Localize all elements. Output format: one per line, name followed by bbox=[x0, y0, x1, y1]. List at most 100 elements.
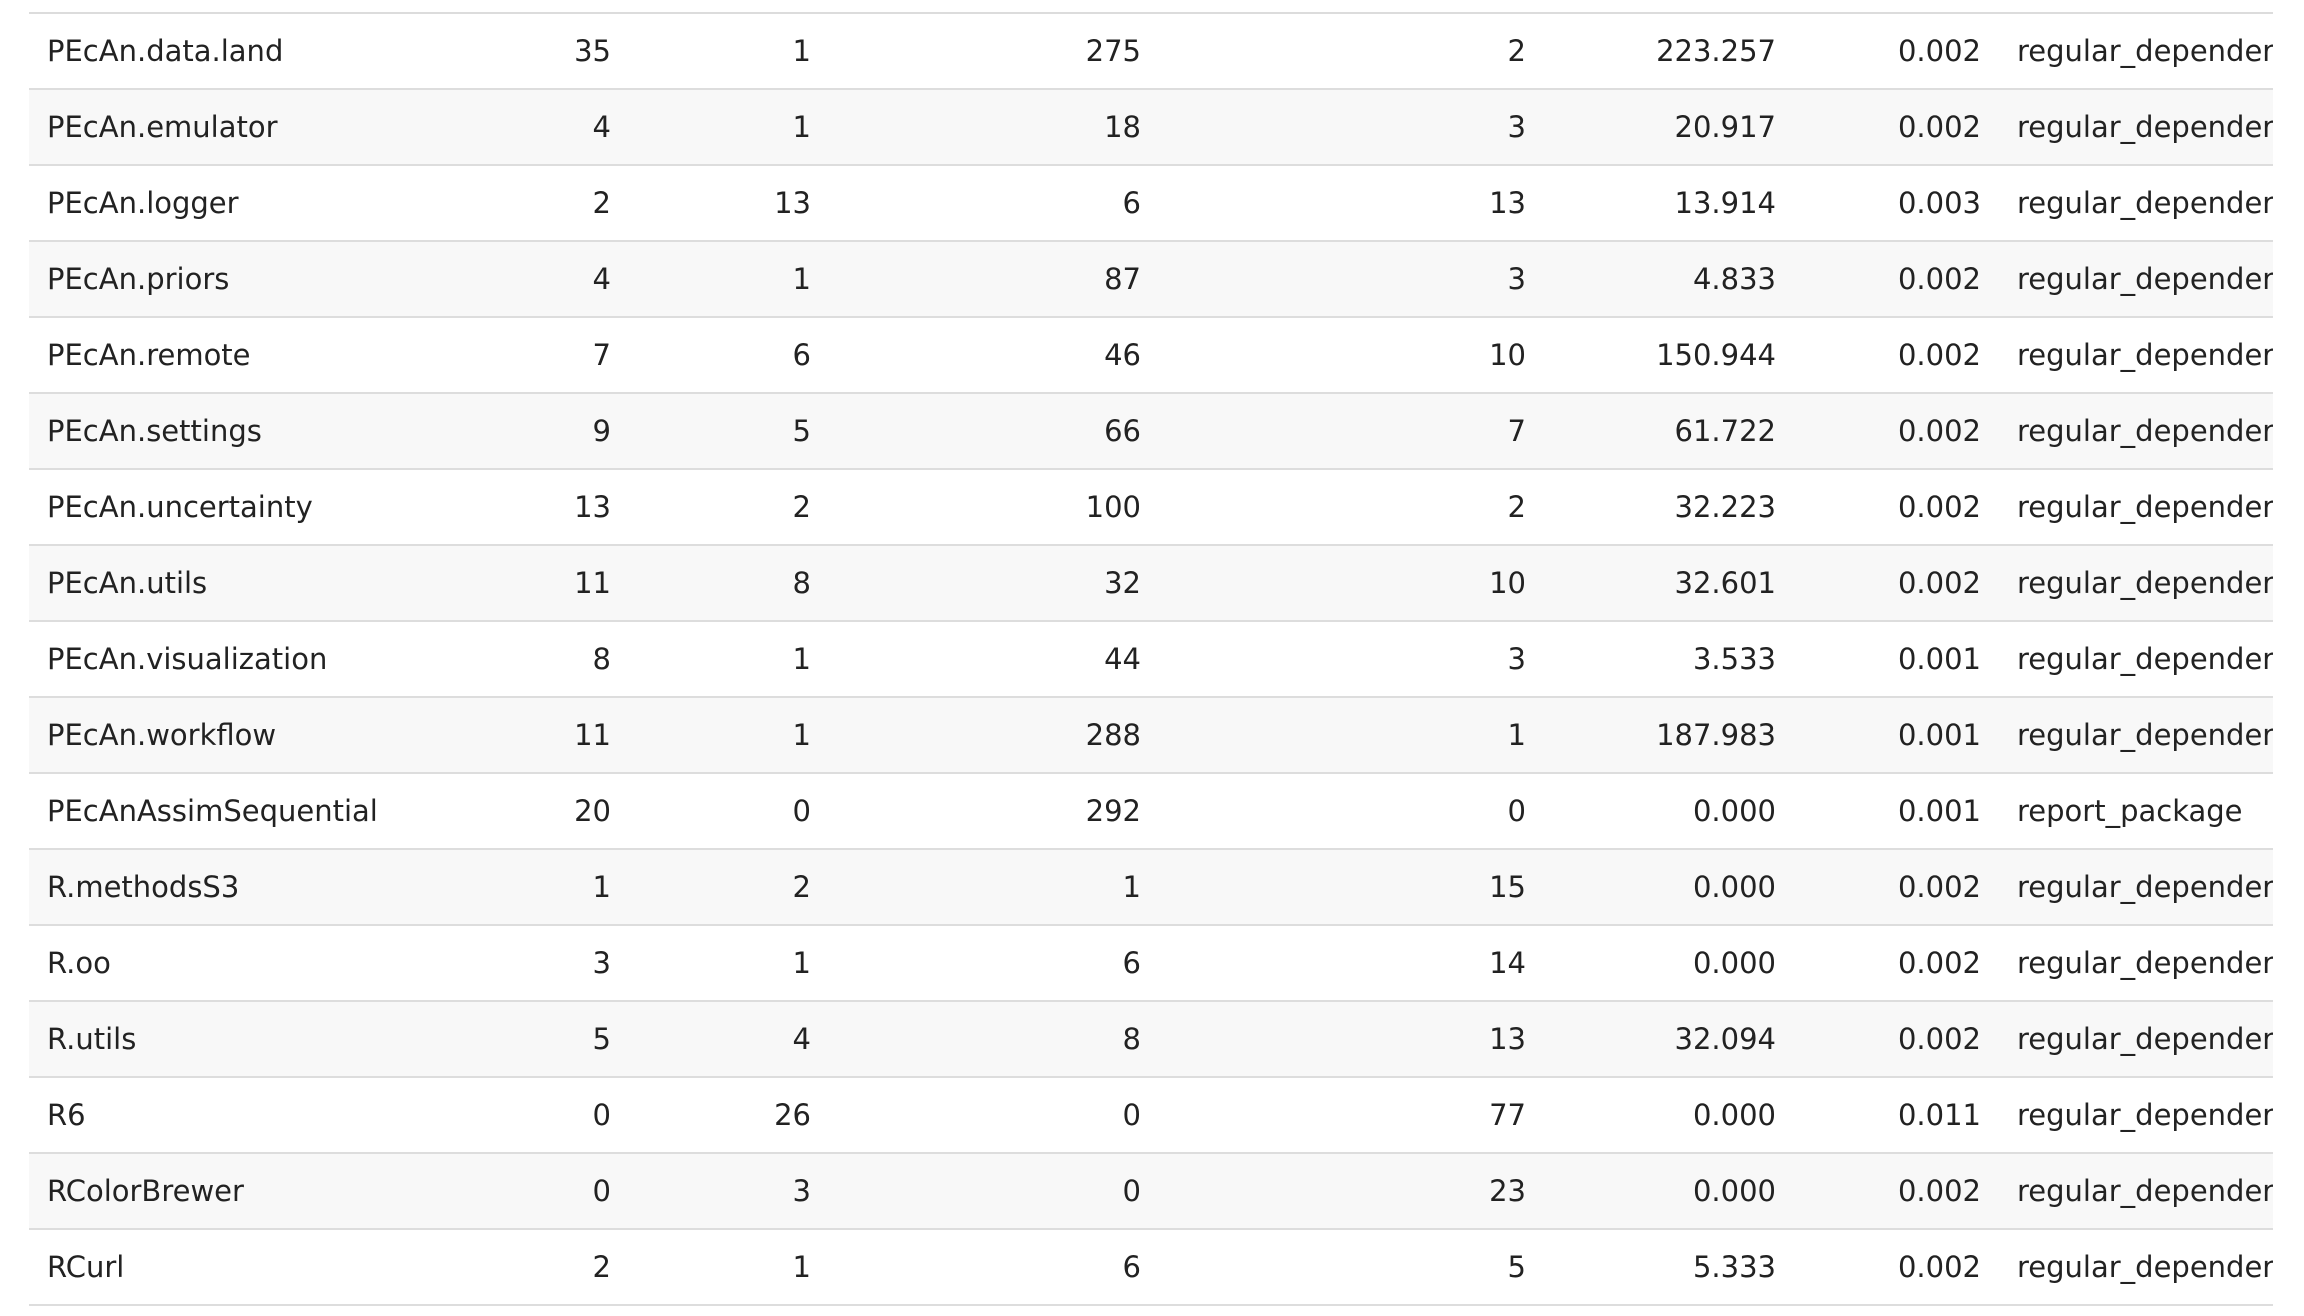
value-cell-4: 1 bbox=[1159, 697, 1544, 774]
value-cell-3: 87 bbox=[829, 241, 1159, 318]
package-name-cell: PEcAn.uncertainty bbox=[29, 469, 529, 546]
value-cell-5: 223.257 bbox=[1544, 13, 1794, 90]
value-cell-3: 100 bbox=[829, 469, 1159, 546]
value-cell-6: 0.001 bbox=[1794, 621, 1999, 698]
value-cell-3: 18 bbox=[829, 89, 1159, 166]
package-name-cell: PEcAn.priors bbox=[29, 241, 529, 318]
package-name-cell: RColorBrewer bbox=[29, 1153, 529, 1230]
value-cell-2: 0 bbox=[629, 773, 829, 850]
type-cell: regular_dependency bbox=[1999, 925, 2273, 1002]
table-row: RColorBrewer 0 3 0 23 0.000 0.002 regular_depen… bbox=[29, 1153, 2273, 1230]
value-cell-4: 3 bbox=[1159, 241, 1544, 318]
value-cell-1: 4 bbox=[529, 241, 629, 318]
value-cell-3: 44 bbox=[829, 621, 1159, 698]
value-cell-5: 0.000 bbox=[1544, 1153, 1794, 1230]
value-cell-1: 35 bbox=[529, 13, 629, 90]
value-cell-5: 0.000 bbox=[1544, 925, 1794, 1002]
table-row: PEcAn.settings 9 5 66 7 61.722 0.002 regular_de… bbox=[29, 393, 2273, 470]
type-cell: regular_dependency bbox=[1999, 621, 2273, 698]
value-cell-3: 288 bbox=[829, 697, 1159, 774]
value-cell-1: 4 bbox=[529, 89, 629, 166]
package-name-cell: PEcAn.logger bbox=[29, 165, 529, 242]
type-cell: regular_dependency bbox=[1999, 545, 2273, 622]
value-cell-6: 0.001 bbox=[1794, 697, 1999, 774]
type-cell: regular_dependency bbox=[1999, 697, 2273, 774]
package-name-cell: PEcAn.settings bbox=[29, 393, 529, 470]
value-cell-4: 3 bbox=[1159, 621, 1544, 698]
value-cell-2: 2 bbox=[629, 469, 829, 546]
value-cell-6: 0.002 bbox=[1794, 925, 1999, 1002]
value-cell-6: 0.002 bbox=[1794, 545, 1999, 622]
value-cell-1: 5 bbox=[529, 1001, 629, 1078]
package-name-cell: PEcAnAssimSequential bbox=[29, 773, 529, 850]
package-name-cell: PEcAn.remote bbox=[29, 317, 529, 394]
table-row: PEcAn.logger 2 13 6 13 13.914 0.003 regular_dep… bbox=[29, 165, 2273, 242]
value-cell-4: 15 bbox=[1159, 849, 1544, 926]
package-name-cell: R.methodsS3 bbox=[29, 849, 529, 926]
table-row: PEcAn.remote 7 6 46 10 150.944 0.002 regular_de… bbox=[29, 317, 2273, 394]
value-cell-5: 4.833 bbox=[1544, 241, 1794, 318]
value-cell-3: 0 bbox=[829, 1077, 1159, 1154]
type-cell: regular_dependency bbox=[1999, 165, 2273, 242]
value-cell-4: 13 bbox=[1159, 165, 1544, 242]
value-cell-4: 2 bbox=[1159, 13, 1544, 90]
package-name-cell: RCurl bbox=[29, 1229, 529, 1306]
value-cell-5: 0.000 bbox=[1544, 849, 1794, 926]
value-cell-1: 1 bbox=[529, 849, 629, 926]
value-cell-4: 13 bbox=[1159, 1001, 1544, 1078]
value-cell-2: 2 bbox=[629, 849, 829, 926]
value-cell-1: 7 bbox=[529, 317, 629, 394]
value-cell-2: 13 bbox=[629, 165, 829, 242]
package-name-cell: PEcAn.data.land bbox=[29, 13, 529, 90]
value-cell-2: 5 bbox=[629, 393, 829, 470]
type-cell: regular_dependency bbox=[1999, 89, 2273, 166]
table-row: PEcAnAssimSequential 20 0 292 0 0.000 0.001 rep… bbox=[29, 773, 2273, 850]
type-cell: report_package bbox=[1999, 773, 2273, 850]
value-cell-3: 6 bbox=[829, 925, 1159, 1002]
type-cell: regular_dependency bbox=[1999, 1077, 2273, 1154]
value-cell-4: 77 bbox=[1159, 1077, 1544, 1154]
type-cell: regular_dependency bbox=[1999, 469, 2273, 546]
value-cell-4: 5 bbox=[1159, 1229, 1544, 1306]
table-row: PEcAn.workflow 11 1 288 1 187.983 0.001 regular… bbox=[29, 697, 2273, 774]
dependency-table-container: PEcAn.data.land 35 1 275 2 223.257 0.002 regula… bbox=[29, 12, 2273, 1306]
type-cell: regular_dependency bbox=[1999, 13, 2273, 90]
value-cell-4: 3 bbox=[1159, 89, 1544, 166]
value-cell-4: 2 bbox=[1159, 469, 1544, 546]
value-cell-6: 0.002 bbox=[1794, 393, 1999, 470]
value-cell-1: 8 bbox=[529, 621, 629, 698]
package-name-cell: R6 bbox=[29, 1077, 529, 1154]
value-cell-6: 0.001 bbox=[1794, 773, 1999, 850]
value-cell-6: 0.002 bbox=[1794, 89, 1999, 166]
value-cell-6: 0.003 bbox=[1794, 165, 1999, 242]
value-cell-1: 0 bbox=[529, 1077, 629, 1154]
value-cell-2: 4 bbox=[629, 1001, 829, 1078]
value-cell-3: 8 bbox=[829, 1001, 1159, 1078]
value-cell-4: 14 bbox=[1159, 925, 1544, 1002]
value-cell-5: 61.722 bbox=[1544, 393, 1794, 470]
value-cell-3: 1 bbox=[829, 849, 1159, 926]
value-cell-1: 20 bbox=[529, 773, 629, 850]
value-cell-5: 187.983 bbox=[1544, 697, 1794, 774]
package-name-cell: R.utils bbox=[29, 1001, 529, 1078]
type-cell: regular_dependency bbox=[1999, 393, 2273, 470]
table-row: PEcAn.visualization 8 1 44 3 3.533 0.001 regula… bbox=[29, 621, 2273, 698]
value-cell-4: 10 bbox=[1159, 545, 1544, 622]
value-cell-1: 9 bbox=[529, 393, 629, 470]
table-body: PEcAn.data.land 35 1 275 2 223.257 0.002 regula… bbox=[29, 13, 2273, 1306]
value-cell-3: 275 bbox=[829, 13, 1159, 90]
table-row: PEcAn.emulator 4 1 18 3 20.917 0.002 regular_de… bbox=[29, 89, 2273, 166]
value-cell-1: 3 bbox=[529, 925, 629, 1002]
value-cell-4: 0 bbox=[1159, 773, 1544, 850]
value-cell-5: 150.944 bbox=[1544, 317, 1794, 394]
package-name-cell: PEcAn.emulator bbox=[29, 89, 529, 166]
value-cell-3: 46 bbox=[829, 317, 1159, 394]
value-cell-4: 10 bbox=[1159, 317, 1544, 394]
value-cell-5: 32.223 bbox=[1544, 469, 1794, 546]
table-row: PEcAn.data.land 35 1 275 2 223.257 0.002 regula… bbox=[29, 13, 2273, 90]
value-cell-2: 1 bbox=[629, 1229, 829, 1306]
table-row: PEcAn.utils 11 8 32 10 32.601 0.002 regular_dep… bbox=[29, 545, 2273, 622]
value-cell-2: 1 bbox=[629, 925, 829, 1002]
value-cell-5: 13.914 bbox=[1544, 165, 1794, 242]
